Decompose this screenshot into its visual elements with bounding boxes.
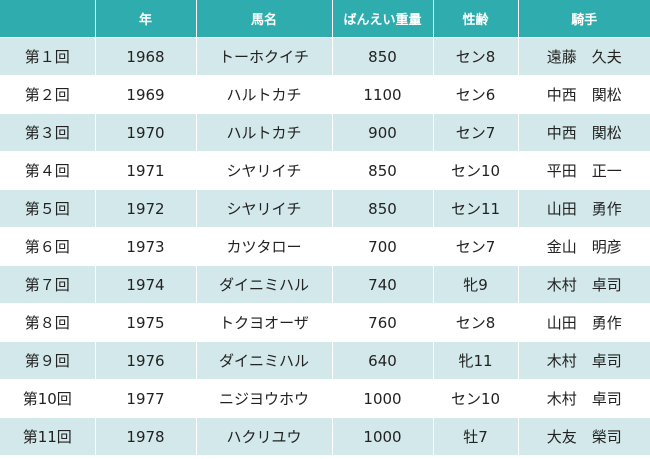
cell-round: 第２回 [0, 75, 96, 114]
cell-year: 1971 [95, 151, 197, 190]
cell-horse: ダイニミハル [196, 265, 333, 304]
cell-sex-age: セン7 [433, 227, 519, 266]
cell-jockey: 木村 卓司 [518, 379, 650, 418]
table-row: 第２回 1969 ハルトカチ 1100 セン6 中西 関松 [0, 75, 650, 114]
cell-weight: 1100 [332, 75, 434, 114]
cell-year: 1970 [95, 113, 197, 152]
cell-jockey: 木村 卓司 [518, 341, 650, 380]
cell-horse: シヤリイチ [196, 189, 333, 228]
cell-year: 1969 [95, 75, 197, 114]
cell-weight: 1000 [332, 417, 434, 456]
cell-year: 1977 [95, 379, 197, 418]
cell-jockey: 金山 明彦 [518, 227, 650, 266]
table-header: 年 馬名 ばんえい重量 性齢 騎手 [0, 0, 650, 38]
cell-round: 第１回 [0, 37, 96, 76]
cell-round: 第４回 [0, 151, 96, 190]
table-row: 第１回 1968 トーホクイチ 850 セン8 遠藤 久夫 [0, 37, 650, 76]
cell-round: 第11回 [0, 417, 96, 456]
table-row: 第４回 1971 シヤリイチ 850 セン10 平田 正一 [0, 151, 650, 190]
header-year: 年 [95, 0, 197, 38]
cell-sex-age: 牝11 [433, 341, 519, 380]
cell-sex-age: 牡7 [433, 417, 519, 456]
header-row: 年 馬名 ばんえい重量 性齢 騎手 [0, 0, 650, 38]
cell-horse: トーホクイチ [196, 37, 333, 76]
table-row: 第８回 1975 トクヨオーザ 760 セン8 山田 勇作 [0, 303, 650, 342]
cell-sex-age: セン11 [433, 189, 519, 228]
cell-weight: 640 [332, 341, 434, 380]
cell-horse: ハルトカチ [196, 75, 333, 114]
cell-weight: 850 [332, 151, 434, 190]
table-row: 第５回 1972 シヤリイチ 850 セン11 山田 勇作 [0, 189, 650, 228]
cell-jockey: 平田 正一 [518, 151, 650, 190]
cell-year: 1978 [95, 417, 197, 456]
header-weight: ばんえい重量 [332, 0, 434, 38]
cell-year: 1974 [95, 265, 197, 304]
cell-horse: カツタロー [196, 227, 333, 266]
cell-weight: 760 [332, 303, 434, 342]
cell-round: 第８回 [0, 303, 96, 342]
cell-sex-age: セン6 [433, 75, 519, 114]
cell-jockey: 山田 勇作 [518, 303, 650, 342]
table-row: 第７回 1974 ダイニミハル 740 牝9 木村 卓司 [0, 265, 650, 304]
cell-horse: ハルトカチ [196, 113, 333, 152]
cell-sex-age: セン10 [433, 151, 519, 190]
header-jockey: 騎手 [518, 0, 650, 38]
cell-horse: ハクリユウ [196, 417, 333, 456]
cell-round: 第10回 [0, 379, 96, 418]
cell-jockey: 大友 榮司 [518, 417, 650, 456]
cell-weight: 850 [332, 37, 434, 76]
cell-weight: 900 [332, 113, 434, 152]
cell-sex-age: セン10 [433, 379, 519, 418]
table-row: 第９回 1976 ダイニミハル 640 牝11 木村 卓司 [0, 341, 650, 380]
cell-year: 1975 [95, 303, 197, 342]
header-round [0, 0, 96, 38]
cell-horse: ニジヨウホウ [196, 379, 333, 418]
cell-weight: 700 [332, 227, 434, 266]
cell-sex-age: セン7 [433, 113, 519, 152]
cell-jockey: 木村 卓司 [518, 265, 650, 304]
header-horse: 馬名 [196, 0, 333, 38]
cell-jockey: 中西 関松 [518, 75, 650, 114]
cell-round: 第３回 [0, 113, 96, 152]
cell-horse: シヤリイチ [196, 151, 333, 190]
cell-round: 第５回 [0, 189, 96, 228]
cell-year: 1976 [95, 341, 197, 380]
cell-horse: ダイニミハル [196, 341, 333, 380]
cell-weight: 1000 [332, 379, 434, 418]
table-row: 第11回 1978 ハクリユウ 1000 牡7 大友 榮司 [0, 417, 650, 456]
table-row: 第10回 1977 ニジヨウホウ 1000 セン10 木村 卓司 [0, 379, 650, 418]
cell-year: 1972 [95, 189, 197, 228]
cell-weight: 850 [332, 189, 434, 228]
cell-round: 第７回 [0, 265, 96, 304]
cell-sex-age: セン8 [433, 37, 519, 76]
cell-jockey: 遠藤 久夫 [518, 37, 650, 76]
cell-round: 第９回 [0, 341, 96, 380]
cell-year: 1973 [95, 227, 197, 266]
cell-jockey: 中西 関松 [518, 113, 650, 152]
table-row: 第３回 1970 ハルトカチ 900 セン7 中西 関松 [0, 113, 650, 152]
cell-round: 第６回 [0, 227, 96, 266]
table-row: 第６回 1973 カツタロー 700 セン7 金山 明彦 [0, 227, 650, 266]
cell-year: 1968 [95, 37, 197, 76]
cell-sex-age: セン8 [433, 303, 519, 342]
cell-jockey: 山田 勇作 [518, 189, 650, 228]
table-body: 第１回 1968 トーホクイチ 850 セン8 遠藤 久夫 第２回 1969 ハ… [0, 37, 650, 456]
cell-horse: トクヨオーザ [196, 303, 333, 342]
cell-sex-age: 牝9 [433, 265, 519, 304]
cell-weight: 740 [332, 265, 434, 304]
header-sex-age: 性齢 [433, 0, 519, 38]
